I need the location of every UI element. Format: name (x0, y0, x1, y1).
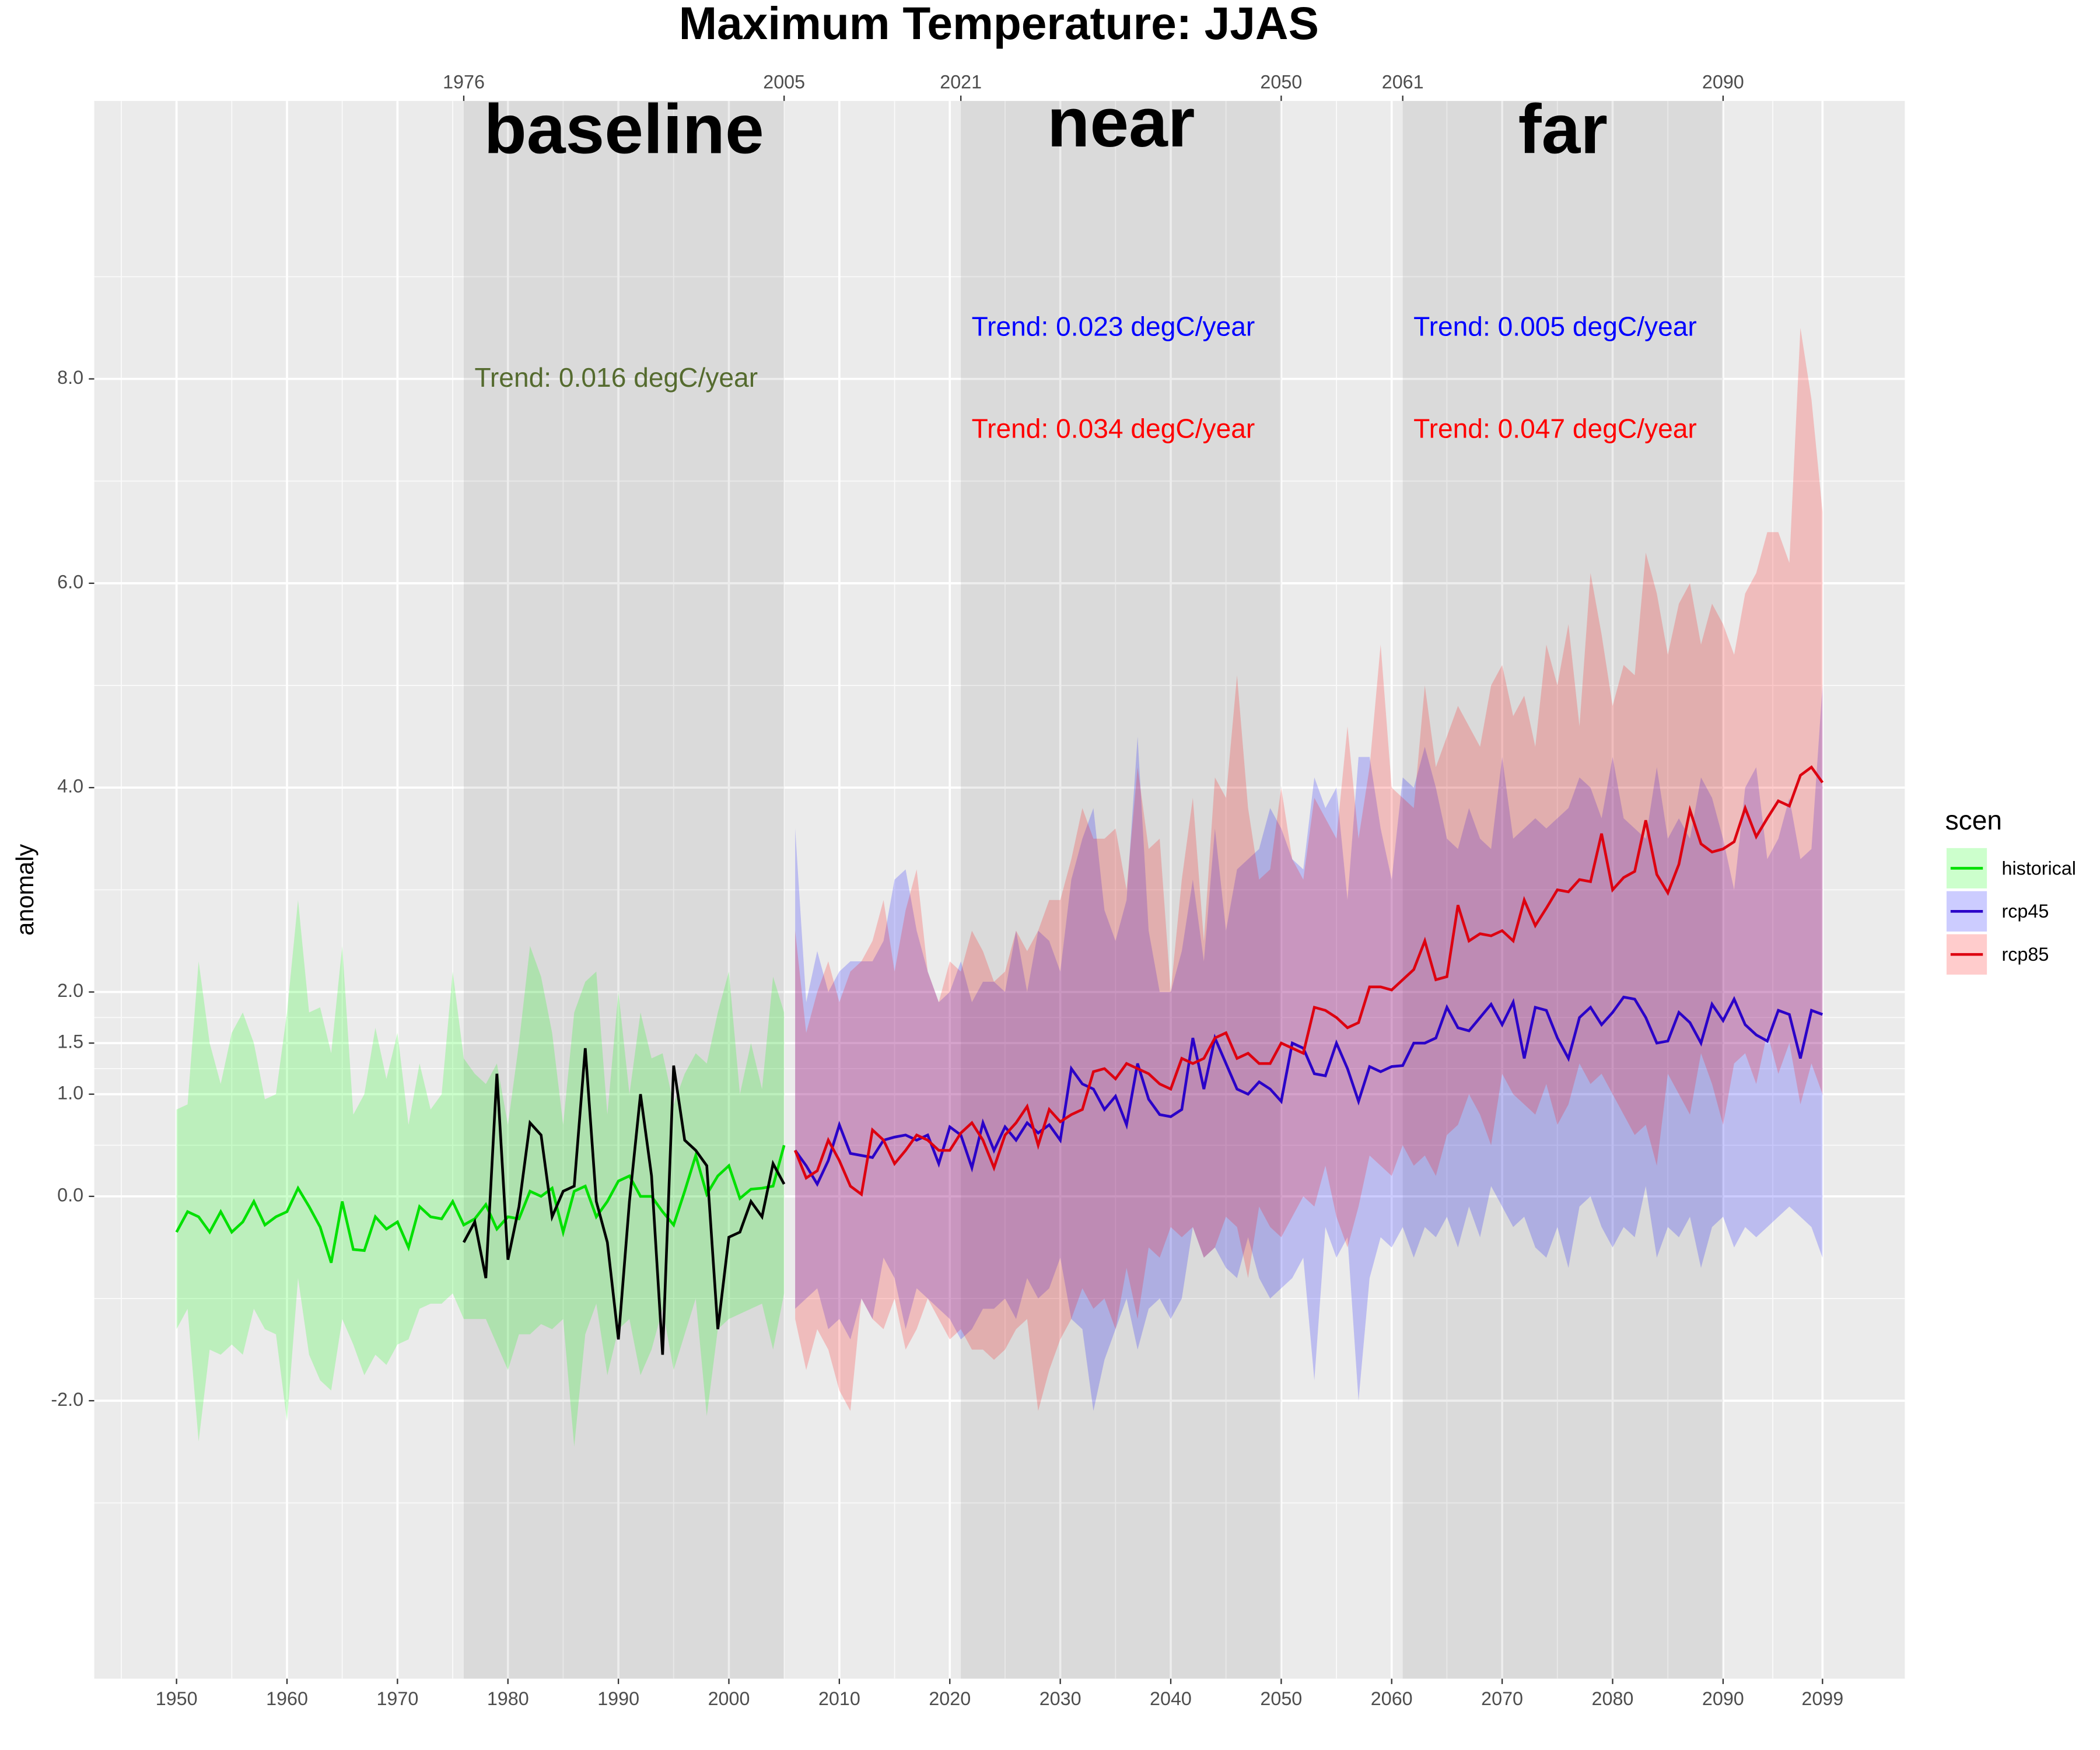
y-tick-label: 0.0 (57, 1184, 83, 1205)
ribbon (795, 327, 1823, 1411)
y-tick-label: 6.0 (57, 571, 83, 592)
trend-annotation: Trend: 0.016 degC/year (474, 362, 758, 393)
period-label: far (1518, 90, 1608, 168)
x-tick-label: 1960 (266, 1688, 308, 1709)
x-tick-label: 2070 (1481, 1688, 1523, 1709)
chart-title: Maximum Temperature: JJAS (679, 0, 1319, 49)
top-tick-label: 2021 (940, 72, 982, 93)
x-tick-label: 2000 (708, 1688, 750, 1709)
period-label: baseline (484, 90, 764, 168)
legend-label: historical (2002, 858, 2076, 878)
x-tick-label: 2060 (1371, 1688, 1413, 1709)
trend-annotation: Trend: 0.005 degC/year (1413, 311, 1697, 341)
x-tick-label: 2050 (1260, 1688, 1302, 1709)
y-tick-label: 4.0 (57, 776, 83, 797)
plot-area (175, 327, 1824, 1447)
period-band (463, 101, 785, 1679)
legend-title: scen (1945, 805, 2002, 835)
period-band (961, 101, 1282, 1679)
x-tick-label: 1950 (156, 1688, 198, 1709)
y-axis-label: anomaly (11, 844, 38, 936)
legend-label: rcp45 (2002, 901, 2049, 922)
x-tick-label: 1970 (376, 1688, 418, 1709)
x-tick-label: 2030 (1040, 1688, 1082, 1709)
x-tick-label: 1980 (487, 1688, 529, 1709)
y-tick-label: 2.0 (57, 980, 83, 1001)
trend-annotation: Trend: 0.023 degC/year (972, 311, 1255, 341)
top-tick-label: 1976 (443, 72, 485, 93)
top-tick-label: 2061 (1382, 72, 1424, 93)
series-line (794, 995, 1824, 1187)
x-tick-label: 2090 (1702, 1688, 1744, 1709)
legend-label: rcp85 (2002, 944, 2049, 965)
period-label: near (1047, 83, 1195, 162)
y-tick-label: -2.0 (51, 1389, 83, 1410)
reference-line (462, 1048, 786, 1355)
trend-annotation: Trend: 0.047 degC/year (1413, 414, 1697, 444)
y-tick-label: 1.0 (57, 1082, 83, 1103)
x-tick-label: 2020 (929, 1688, 971, 1709)
trend-annotation: Trend: 0.034 degC/year (972, 414, 1255, 444)
series-line (793, 765, 1824, 1197)
x-tick-label: 1990 (597, 1688, 639, 1709)
y-tick-label: 8.0 (57, 367, 83, 388)
series-line (175, 1144, 786, 1264)
top-tick-label: 2090 (1702, 72, 1744, 93)
x-tick-label: 2040 (1150, 1688, 1192, 1709)
top-tick-label: 2050 (1260, 72, 1302, 93)
x-tick-label: 2080 (1592, 1688, 1634, 1709)
ribbon (795, 685, 1823, 1411)
x-tick-label: 2099 (1801, 1688, 1843, 1709)
x-tick-label: 2010 (818, 1688, 860, 1709)
top-tick-label: 2005 (763, 72, 805, 93)
ribbon (176, 900, 785, 1447)
y-tick-label: 1.5 (57, 1031, 83, 1052)
